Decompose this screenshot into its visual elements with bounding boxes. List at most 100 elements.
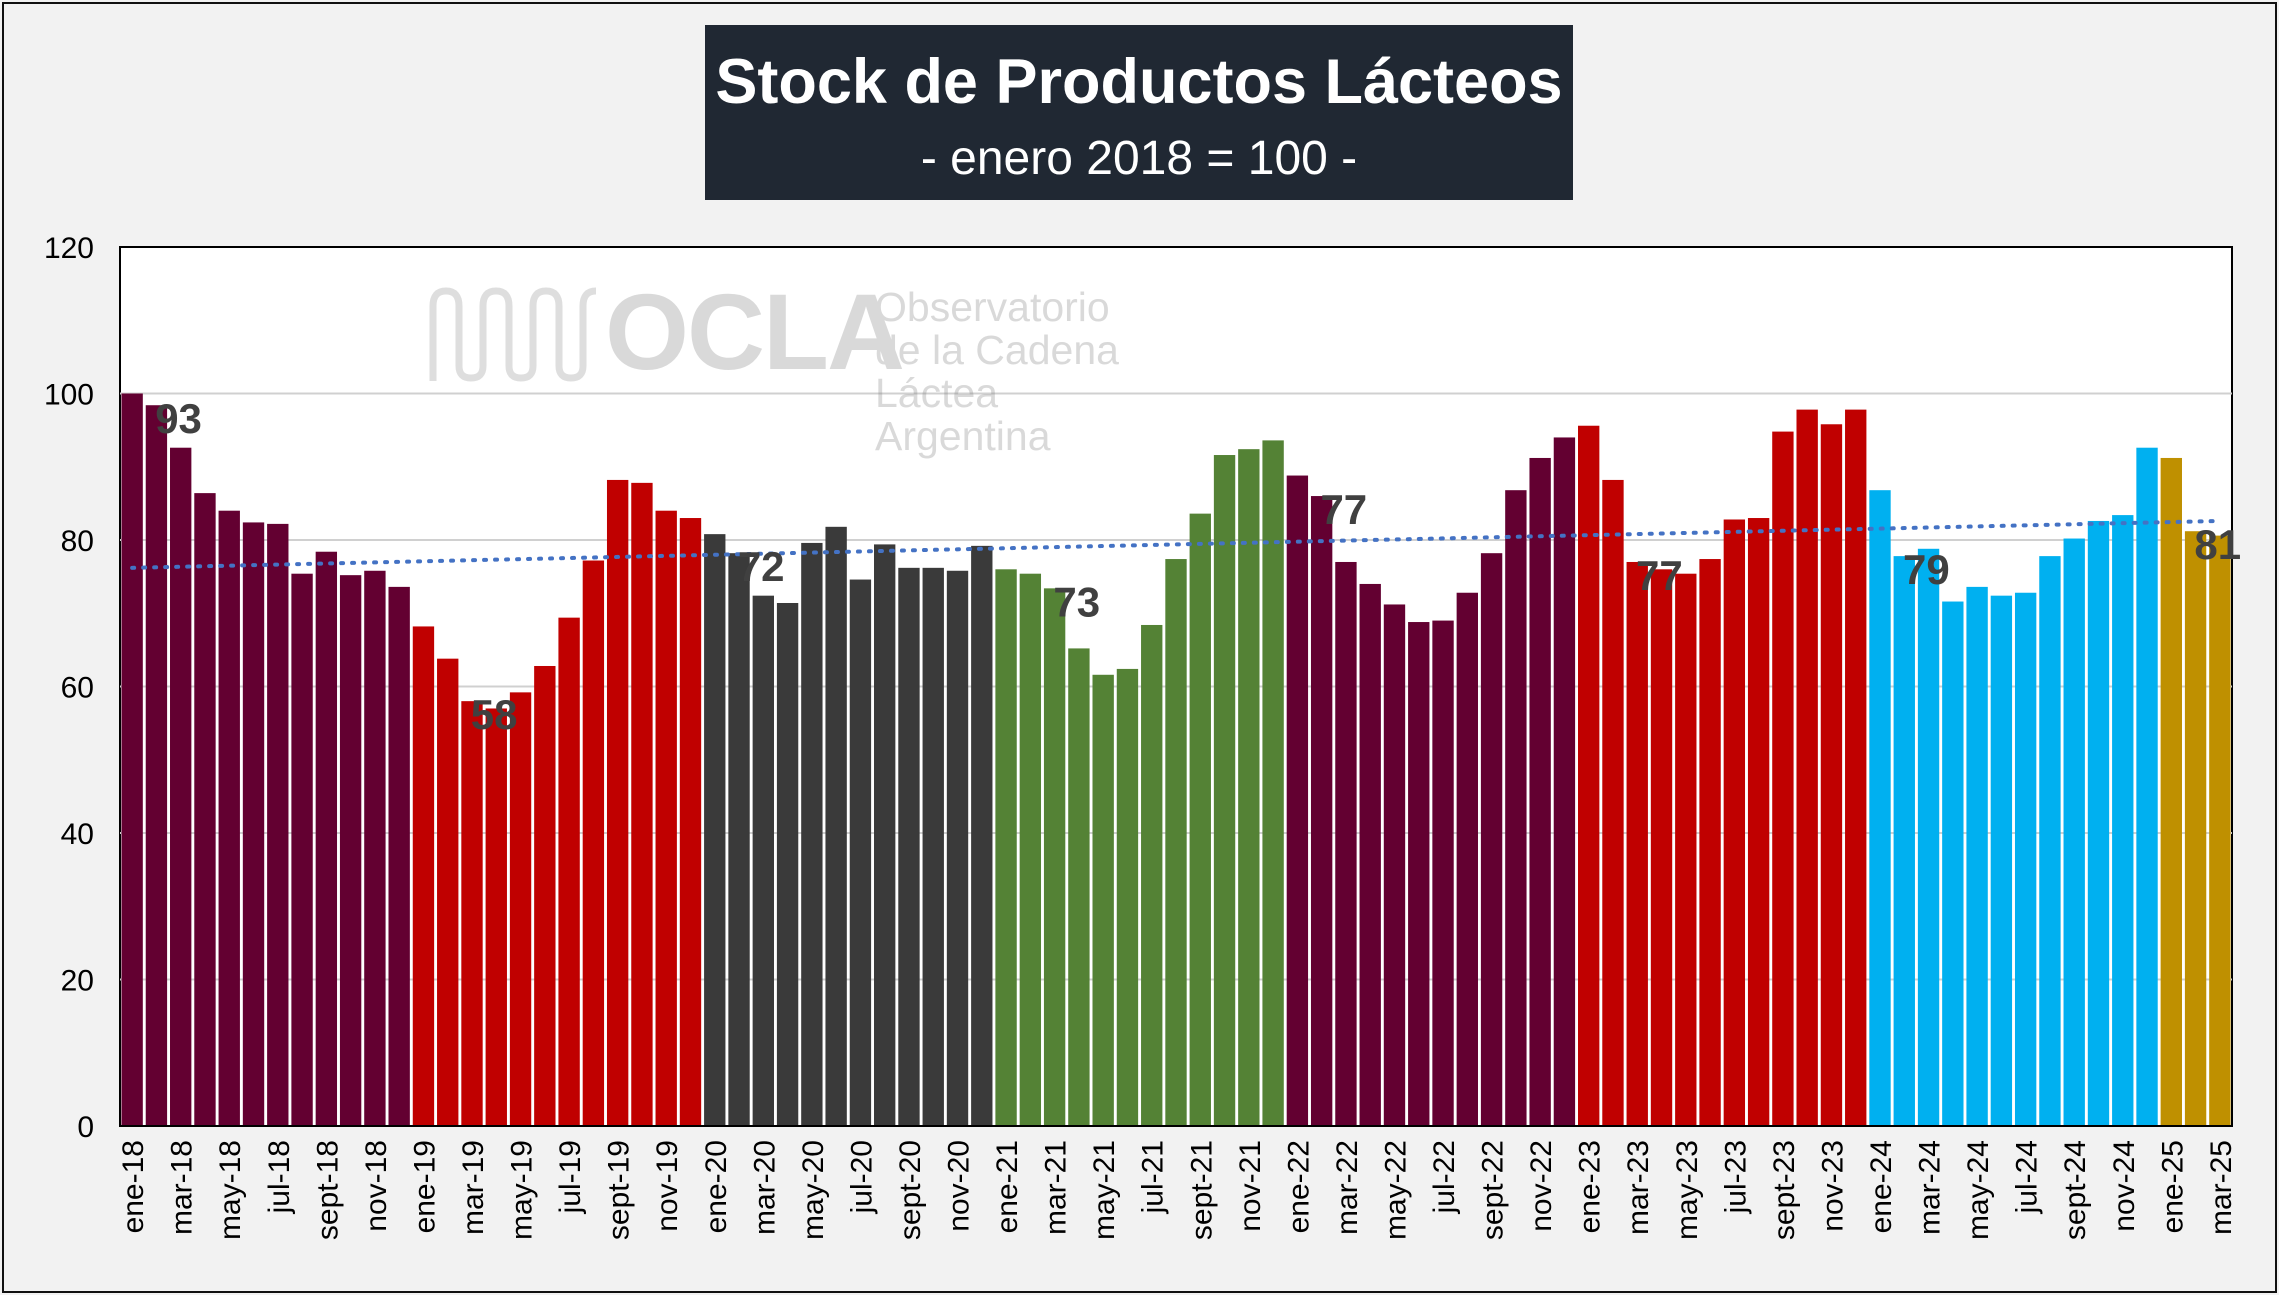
bar xyxy=(874,544,896,1126)
bar xyxy=(1893,556,1915,1126)
bar xyxy=(2160,457,2182,1127)
x-tick-label: nov-20 xyxy=(943,1140,976,1232)
bar xyxy=(606,479,629,1126)
x-tick-label: jul-23 xyxy=(1719,1140,1752,1214)
bar xyxy=(534,665,556,1126)
bar xyxy=(1966,586,1988,1126)
y-tick-label: 0 xyxy=(77,1111,94,1144)
bar xyxy=(995,569,1017,1126)
x-tick-label: may-19 xyxy=(506,1140,539,1240)
bar xyxy=(1529,457,1551,1127)
bar xyxy=(485,708,507,1126)
annotation-label: 77 xyxy=(1320,486,1367,533)
bar xyxy=(1165,559,1187,1126)
bar xyxy=(922,567,944,1126)
bar xyxy=(1578,425,1600,1127)
bar xyxy=(1286,475,1309,1126)
x-tick-label: ene-21 xyxy=(991,1140,1024,1233)
x-tick-label: nov-18 xyxy=(360,1140,393,1232)
bar xyxy=(1699,559,1721,1126)
annotation-label: 93 xyxy=(155,395,202,442)
bar xyxy=(2039,556,2061,1126)
bar xyxy=(655,510,677,1126)
x-tick-label: mar-25 xyxy=(2205,1140,2238,1235)
title-box: Stock de Productos Lácteos - enero 2018 … xyxy=(705,25,1573,200)
annotation-label: 79 xyxy=(1903,546,1950,593)
trendline xyxy=(130,518,2222,570)
x-tick-label: nov-23 xyxy=(1816,1140,1849,1232)
bar xyxy=(2209,535,2231,1126)
bar xyxy=(825,526,847,1126)
annotation-label: 72 xyxy=(738,543,785,590)
bar xyxy=(412,626,435,1126)
x-tick-label: sept-24 xyxy=(2059,1140,2092,1240)
bar xyxy=(1092,674,1114,1126)
bar xyxy=(170,447,192,1127)
x-tick-label: ene-25 xyxy=(2156,1140,2189,1233)
x-tick-label: mar-18 xyxy=(166,1140,199,1235)
x-tick-label: jul-19 xyxy=(554,1140,587,1214)
bar xyxy=(1068,648,1090,1126)
x-tick-label: jul-22 xyxy=(1428,1140,1461,1214)
bar xyxy=(582,560,605,1126)
bar xyxy=(1917,548,1940,1126)
annotation-label: 58 xyxy=(471,691,518,738)
bar xyxy=(971,545,993,1126)
bar xyxy=(509,692,532,1126)
x-tick-label: jul-24 xyxy=(2011,1140,2044,1214)
x-tick-label: may-24 xyxy=(1962,1140,1995,1240)
bar xyxy=(1602,479,1624,1126)
bar xyxy=(898,567,920,1126)
bar xyxy=(849,579,872,1126)
bar xyxy=(1650,569,1673,1126)
y-tick-label: 100 xyxy=(44,379,94,412)
x-tick-label: sept-20 xyxy=(894,1140,927,1240)
annotation-label: 73 xyxy=(1053,578,1100,625)
x-tick-label: may-23 xyxy=(1671,1140,1704,1240)
bar xyxy=(1335,561,1357,1126)
x-tick-label: mar-22 xyxy=(1331,1140,1364,1235)
x-tick-label: nov-21 xyxy=(1234,1140,1267,1232)
bar xyxy=(2014,592,2037,1126)
bar xyxy=(364,570,386,1126)
bar xyxy=(2063,538,2085,1126)
bar xyxy=(1747,518,1770,1126)
bar xyxy=(1796,409,1818,1126)
bar xyxy=(704,534,726,1126)
bar xyxy=(1043,588,1066,1126)
x-tick-label: jul-18 xyxy=(263,1140,296,1214)
bar xyxy=(1408,622,1430,1126)
x-tick-label: ene-19 xyxy=(408,1140,441,1233)
bar xyxy=(1019,573,1042,1126)
bar xyxy=(2087,520,2110,1126)
bar xyxy=(946,570,969,1126)
bar xyxy=(1772,431,1794,1127)
bar xyxy=(2184,531,2207,1126)
chart-subtitle: - enero 2018 = 100 - xyxy=(920,132,1358,185)
bar xyxy=(1480,553,1503,1126)
x-tick-label: nov-19 xyxy=(651,1140,684,1232)
x-tick-label: nov-24 xyxy=(2108,1140,2141,1232)
x-tick-label: mar-20 xyxy=(748,1140,781,1235)
x-tick-label: mar-24 xyxy=(1914,1140,1947,1235)
x-tick-label: may-20 xyxy=(797,1140,830,1240)
bar xyxy=(1189,513,1211,1126)
x-tick-label: sept-23 xyxy=(1768,1140,1801,1240)
bar xyxy=(437,658,459,1126)
bar xyxy=(339,575,362,1126)
bar xyxy=(1310,496,1333,1126)
bar xyxy=(558,617,580,1126)
x-tick-label: mar-21 xyxy=(1040,1140,1073,1235)
bar xyxy=(121,393,143,1126)
x-tick-label: ene-22 xyxy=(1282,1140,1315,1233)
bar xyxy=(1675,573,1697,1126)
bar xyxy=(461,701,483,1126)
y-tick-label: 40 xyxy=(61,818,94,851)
y-tick-label: 20 xyxy=(61,965,94,998)
bar xyxy=(1942,601,1964,1126)
bar xyxy=(679,518,702,1126)
x-tick-label: mar-19 xyxy=(457,1140,490,1235)
bar xyxy=(194,493,216,1126)
bar xyxy=(2136,447,2158,1127)
